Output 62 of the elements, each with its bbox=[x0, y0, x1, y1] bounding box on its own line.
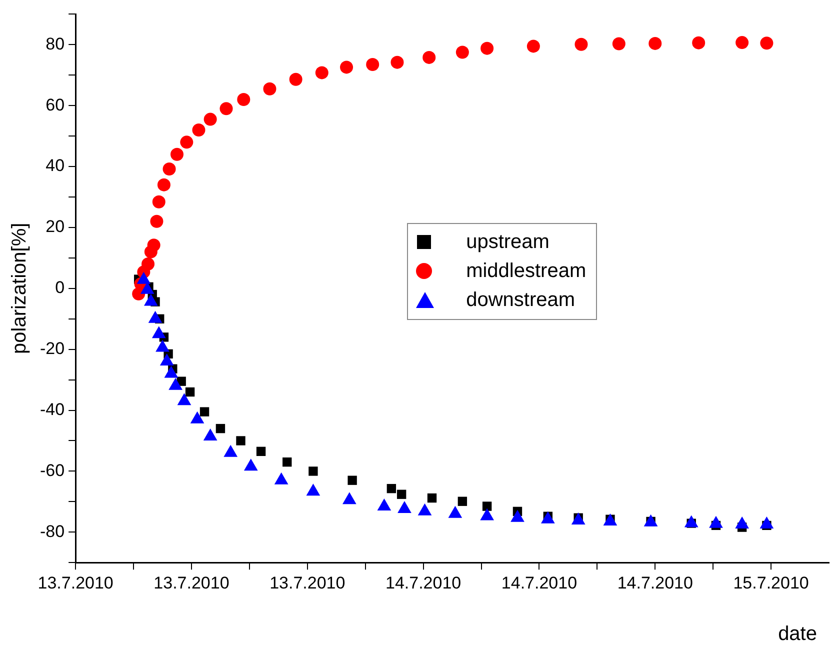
point bbox=[386, 484, 396, 494]
point bbox=[612, 37, 626, 50]
y-tick-label: 0 bbox=[55, 278, 65, 298]
point bbox=[142, 258, 155, 271]
point bbox=[348, 476, 357, 485]
x-tick-label: 13.7.2010 bbox=[38, 573, 114, 592]
y-axis-title: polarization[%] bbox=[8, 222, 31, 354]
point bbox=[482, 502, 492, 511]
y-tick-label: 40 bbox=[46, 156, 65, 176]
point bbox=[692, 36, 706, 50]
point bbox=[152, 195, 166, 208]
point bbox=[200, 407, 210, 416]
point bbox=[760, 36, 774, 50]
point bbox=[237, 93, 250, 106]
x-tick-label: 13.7.2010 bbox=[270, 573, 346, 592]
legend-label: middlestream bbox=[466, 258, 586, 284]
point bbox=[736, 36, 749, 50]
y-tick-label: 20 bbox=[46, 217, 65, 236]
y-tick-label: -20 bbox=[40, 339, 65, 358]
point bbox=[162, 162, 176, 176]
point bbox=[366, 58, 380, 71]
point bbox=[422, 50, 436, 64]
point bbox=[340, 60, 354, 74]
x-axis-title: date bbox=[778, 623, 817, 645]
point bbox=[170, 148, 184, 161]
point bbox=[427, 493, 437, 503]
point bbox=[236, 436, 246, 446]
point bbox=[192, 123, 206, 136]
y-tick-label: -60 bbox=[40, 460, 65, 480]
point bbox=[180, 136, 194, 149]
point bbox=[150, 214, 164, 228]
point bbox=[315, 66, 328, 80]
point bbox=[157, 178, 170, 192]
x-tick-label: 14.7.2010 bbox=[501, 573, 578, 592]
legend-label: downstream bbox=[466, 288, 576, 313]
point bbox=[220, 102, 233, 116]
point bbox=[390, 56, 404, 69]
point bbox=[396, 490, 406, 499]
y-tick-label: 80 bbox=[46, 34, 65, 54]
x-tick-label: 14.7.2010 bbox=[385, 573, 462, 592]
point bbox=[185, 387, 195, 397]
legend-label: upstream bbox=[466, 230, 550, 255]
point bbox=[289, 72, 302, 86]
point bbox=[282, 457, 292, 467]
point bbox=[147, 238, 160, 252]
point bbox=[263, 82, 276, 96]
y-tick-label: -40 bbox=[40, 400, 65, 419]
y-tick-label: 60 bbox=[46, 95, 65, 114]
point bbox=[480, 42, 494, 55]
point bbox=[308, 466, 318, 476]
x-tick-label: 13.7.2010 bbox=[154, 573, 230, 592]
x-tick-label: 14.7.2010 bbox=[617, 573, 693, 592]
y-tick-label: -80 bbox=[40, 522, 65, 541]
point bbox=[204, 112, 217, 126]
point bbox=[526, 40, 540, 53]
point bbox=[256, 446, 266, 456]
point bbox=[648, 36, 662, 50]
point bbox=[458, 496, 468, 506]
point bbox=[216, 424, 226, 434]
x-tick-label: 15.7.2010 bbox=[733, 573, 809, 592]
point bbox=[574, 38, 588, 51]
point bbox=[456, 46, 469, 59]
